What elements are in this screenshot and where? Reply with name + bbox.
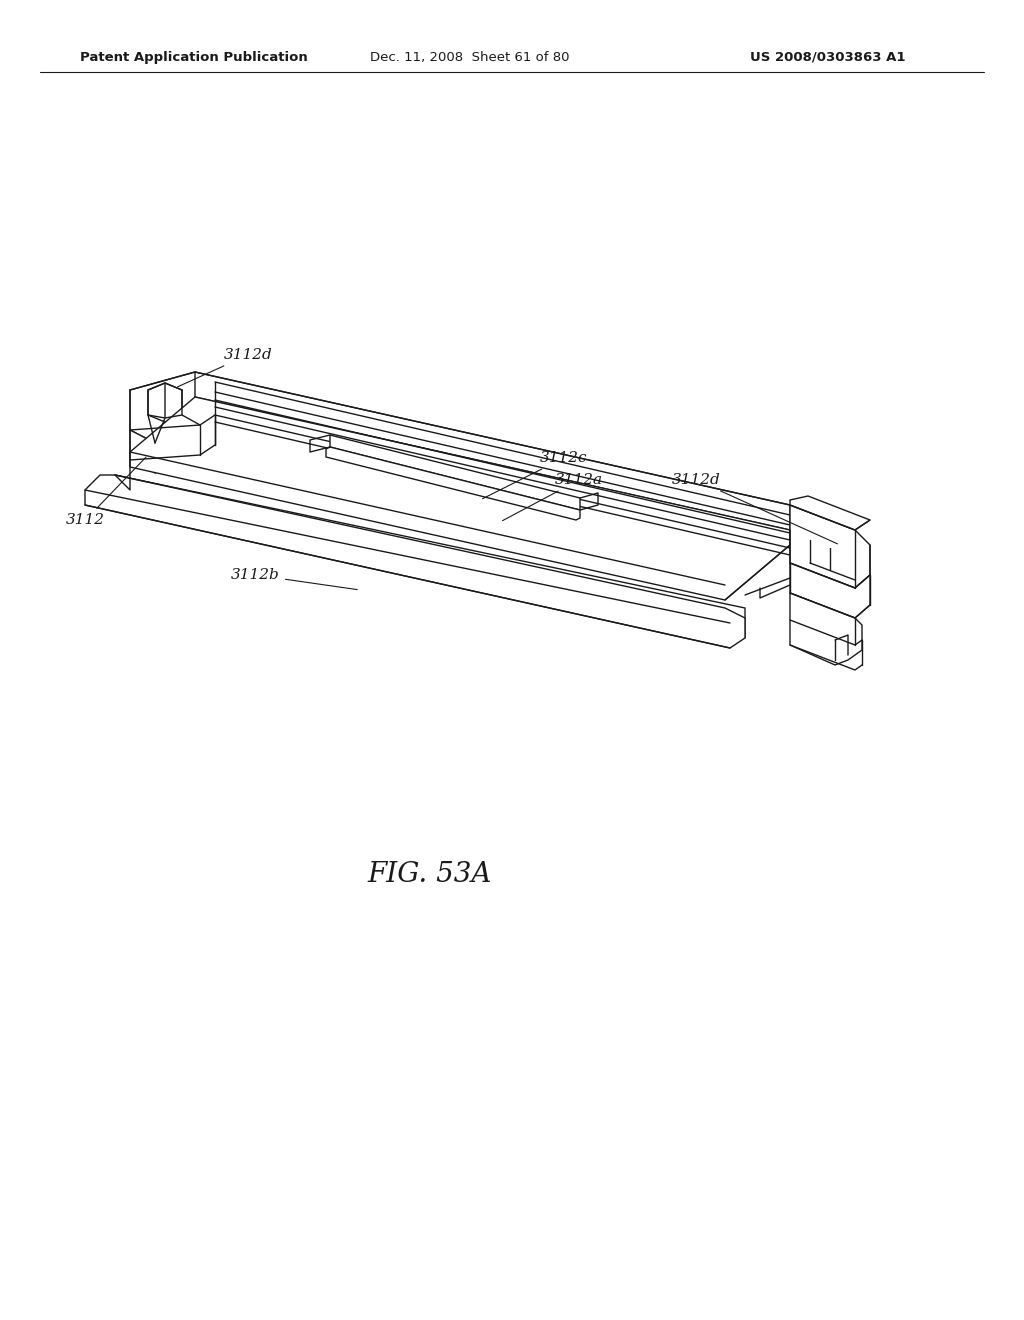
Text: Dec. 11, 2008  Sheet 61 of 80: Dec. 11, 2008 Sheet 61 of 80 [370, 50, 569, 63]
Text: 3112c: 3112c [482, 451, 588, 499]
Text: US 2008/0303863 A1: US 2008/0303863 A1 [750, 50, 905, 63]
Polygon shape [326, 447, 580, 520]
Text: 3112: 3112 [66, 457, 146, 527]
Polygon shape [195, 372, 790, 531]
Text: 3112b: 3112b [231, 568, 357, 590]
Polygon shape [130, 414, 215, 473]
Polygon shape [148, 383, 182, 422]
Polygon shape [85, 475, 745, 648]
Polygon shape [115, 475, 745, 638]
Text: 3112a: 3112a [503, 473, 603, 520]
Text: 3112d: 3112d [672, 473, 838, 544]
Polygon shape [790, 564, 870, 618]
Text: FIG. 53A: FIG. 53A [368, 862, 493, 888]
Polygon shape [790, 496, 870, 531]
Polygon shape [790, 593, 862, 665]
Polygon shape [790, 506, 870, 587]
Text: Patent Application Publication: Patent Application Publication [80, 50, 308, 63]
Text: 3112d: 3112d [177, 348, 272, 387]
Polygon shape [330, 436, 580, 510]
Polygon shape [130, 397, 790, 601]
Polygon shape [130, 372, 215, 444]
